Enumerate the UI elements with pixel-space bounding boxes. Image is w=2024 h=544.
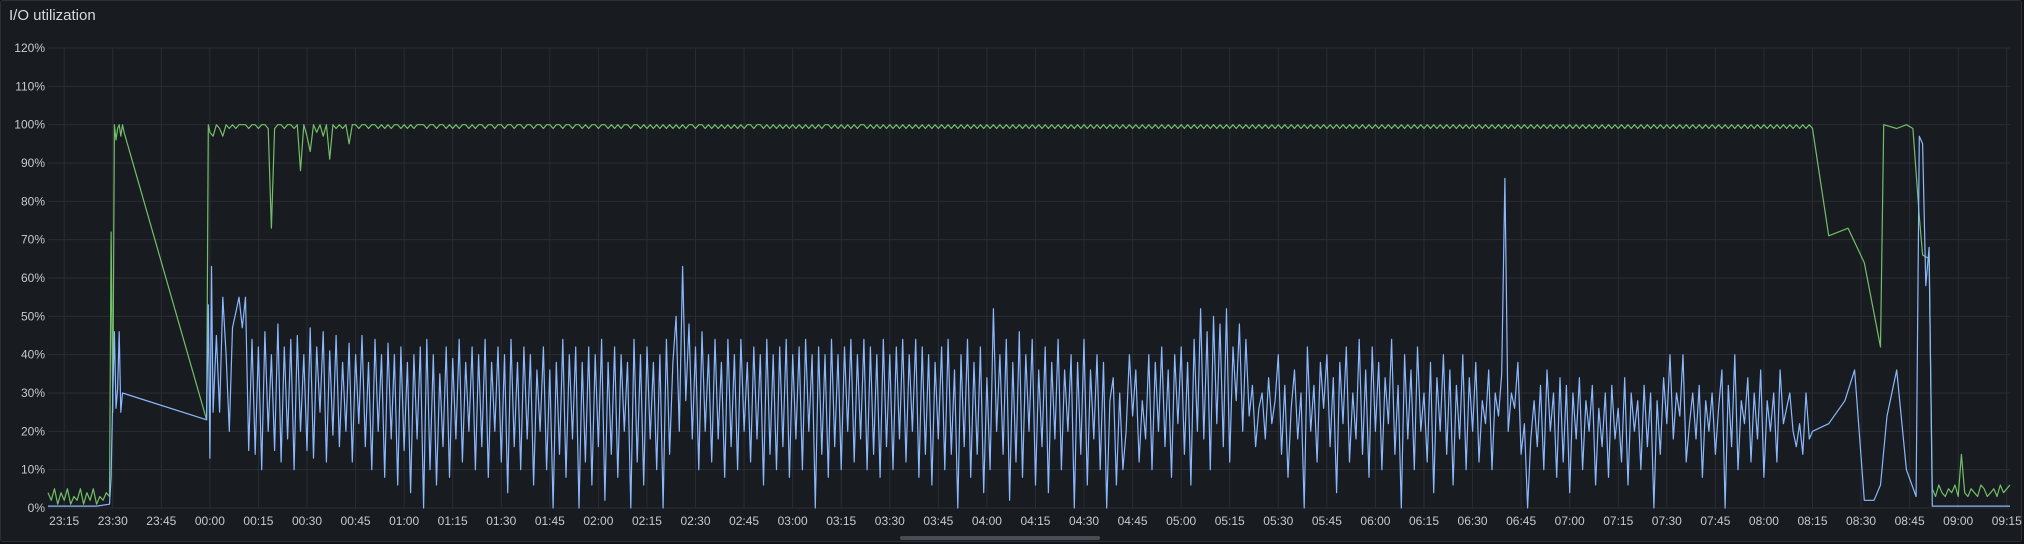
y-tick-label: 10%	[21, 463, 45, 477]
grid-lines	[48, 47, 2010, 509]
x-tick-label: 06:30	[1458, 514, 1488, 528]
x-tick-label: 23:15	[49, 514, 79, 528]
y-tick-label: 110%	[15, 79, 45, 93]
x-tick-label: 08:45	[1895, 514, 1925, 528]
x-axis: 23:15 23:30 23:45 00:00 00:15 00:30 00:45 01:00…	[49, 514, 2022, 528]
horizontal-scrollbar[interactable]	[900, 536, 1100, 540]
x-tick-label: 06:45	[1506, 514, 1536, 528]
x-tick-label: 04:00	[972, 514, 1002, 528]
x-tick-label: 03:30	[875, 514, 905, 528]
x-tick-label: 00:15	[243, 514, 273, 528]
x-tick-label: 05:30	[1263, 514, 1293, 528]
series-line-green[interactable]	[47, 124, 2011, 505]
y-tick-label: 0%	[28, 501, 46, 515]
x-tick-label: 02:15	[632, 514, 662, 528]
x-tick-label: 06:15	[1409, 514, 1439, 528]
y-tick-label: 120%	[14, 41, 45, 55]
y-tick-label: 100%	[14, 118, 45, 132]
y-tick-label: 90%	[21, 156, 45, 170]
x-tick-label: 00:45	[341, 514, 371, 528]
x-tick-label: 08:15	[1797, 514, 1827, 528]
y-tick-label: 80%	[21, 194, 45, 208]
x-tick-label: 04:45	[1118, 514, 1148, 528]
x-tick-label: 01:00	[389, 514, 419, 528]
x-tick-label: 06:00	[1360, 514, 1390, 528]
x-tick-label: 09:00	[1943, 514, 1973, 528]
x-tick-label: 07:45	[1700, 514, 1730, 528]
x-tick-label: 05:15	[1215, 514, 1245, 528]
y-tick-label: 40%	[21, 348, 45, 362]
x-tick-label: 02:30	[681, 514, 711, 528]
y-axis: 0% 10% 20% 30% 40% 50% 60% 70% 80% 90% 100% 110% 120…	[14, 41, 45, 515]
series-group	[47, 124, 2011, 509]
x-tick-label: 09:15	[1992, 514, 2022, 528]
x-tick-label: 05:00	[1166, 514, 1196, 528]
x-tick-label: 07:00	[1555, 514, 1585, 528]
x-tick-label: 03:00	[778, 514, 808, 528]
x-tick-label: 04:30	[1069, 514, 1099, 528]
x-tick-label: 02:00	[583, 514, 613, 528]
x-tick-label: 23:30	[98, 514, 128, 528]
x-tick-label: 04:15	[1020, 514, 1050, 528]
x-tick-label: 07:30	[1652, 514, 1682, 528]
x-tick-label: 02:45	[729, 514, 759, 528]
x-tick-label: 03:45	[923, 514, 953, 528]
x-tick-label: 01:30	[486, 514, 516, 528]
x-tick-label: 05:45	[1312, 514, 1342, 528]
y-tick-label: 60%	[21, 271, 45, 285]
y-tick-label: 30%	[21, 386, 45, 400]
x-tick-label: 08:30	[1846, 514, 1876, 528]
x-tick-label: 00:00	[195, 514, 225, 528]
y-tick-label: 50%	[21, 309, 45, 323]
x-tick-label: 08:00	[1749, 514, 1779, 528]
x-tick-label: 00:30	[292, 514, 322, 528]
x-tick-label: 01:15	[438, 514, 468, 528]
panel-title: I/O utilization	[9, 7, 96, 24]
x-tick-label: 01:45	[535, 514, 565, 528]
y-tick-label: 20%	[21, 424, 45, 438]
y-tick-label: 70%	[21, 233, 45, 247]
x-tick-label: 03:15	[826, 514, 856, 528]
series-line-blue[interactable]	[48, 135, 2010, 509]
x-tick-label: 23:45	[146, 514, 176, 528]
x-tick-label: 07:15	[1603, 514, 1633, 528]
